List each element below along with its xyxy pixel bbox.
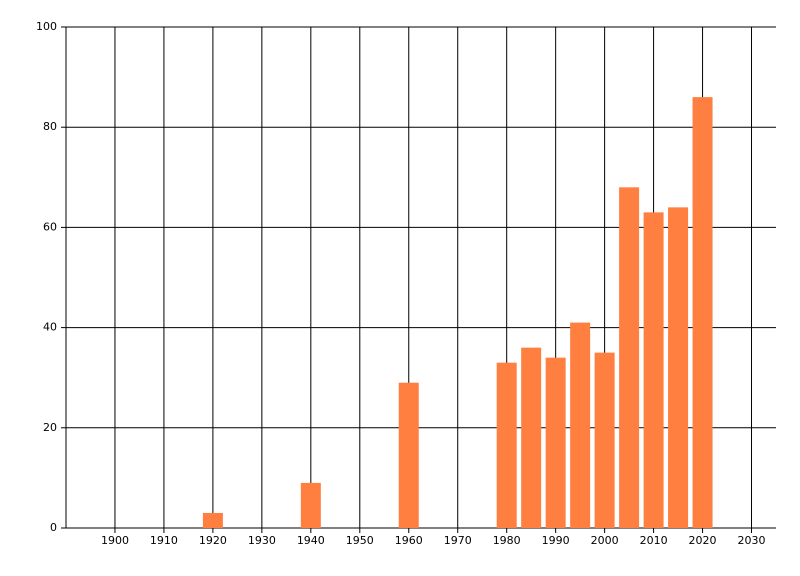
bar (545, 357, 566, 528)
y-tick-label: 60 (43, 220, 57, 233)
bar (668, 207, 689, 529)
x-tick-label: 1970 (444, 534, 472, 547)
y-tick-label: 0 (50, 521, 57, 534)
x-tick-label: 1910 (150, 534, 178, 547)
bar (202, 512, 223, 528)
bar (619, 187, 640, 528)
bar (300, 482, 321, 528)
x-tick-label: 2000 (591, 534, 619, 547)
x-tick-label: 1980 (493, 534, 521, 547)
y-tick-label: 80 (43, 120, 57, 133)
x-tick-label: 1950 (346, 534, 374, 547)
bar (643, 212, 664, 528)
bar (594, 352, 615, 528)
y-tick-label: 100 (36, 20, 57, 33)
x-tick-label: 2020 (689, 534, 717, 547)
x-tick-label: 2030 (738, 534, 766, 547)
bar (521, 347, 542, 528)
y-tick-label: 20 (43, 421, 57, 434)
x-tick-label: 1940 (297, 534, 325, 547)
x-tick-label: 1930 (248, 534, 276, 547)
x-tick-label: 2010 (640, 534, 668, 547)
bar (496, 362, 517, 528)
x-tick-label: 1920 (199, 534, 227, 547)
bar (692, 97, 713, 528)
x-tick-label: 1960 (395, 534, 423, 547)
y-tick-label: 40 (43, 321, 57, 334)
bar (398, 382, 419, 528)
x-tick-label: 1900 (101, 534, 129, 547)
x-tick-label: 1990 (542, 534, 570, 547)
bar (570, 322, 591, 528)
